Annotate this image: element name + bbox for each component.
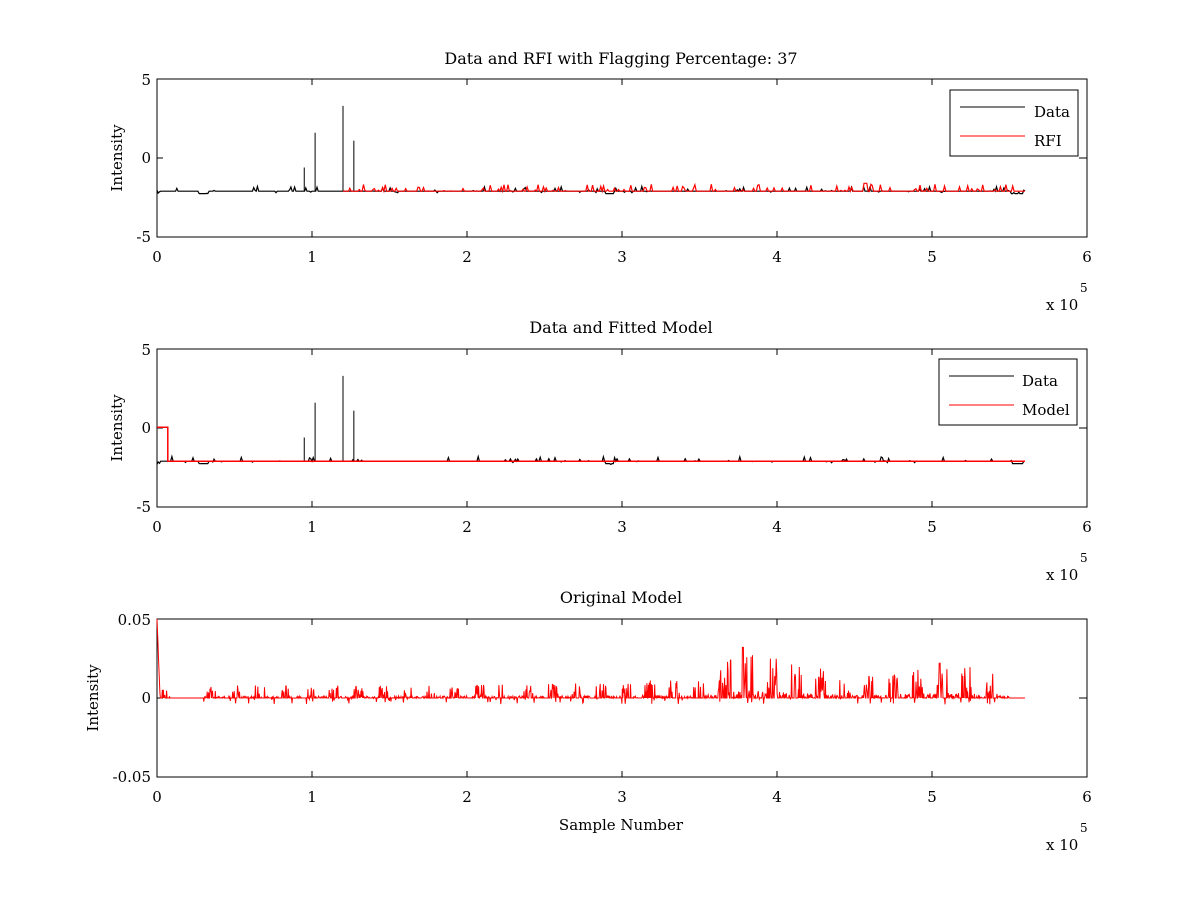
subplot-3-xtick-label: 0 <box>152 788 162 806</box>
subplot-1-x-multiplier-exponent: 5 <box>1080 281 1088 295</box>
subplot-2-x-multiplier: x 10 <box>1046 566 1078 584</box>
subplot-3-title: Original Model <box>560 588 682 607</box>
subplot-1-xtick-label: 4 <box>772 248 782 266</box>
subplot-2-legend: Data Model <box>938 358 1078 426</box>
subplot-3-ytick-label: -0.05 <box>113 768 151 786</box>
subplot-1-ytick-label: 5 <box>141 71 151 89</box>
subplot-1-plot-area <box>156 78 1088 238</box>
subplot-3-xtick-label: 3 <box>617 788 627 806</box>
subplot-3: Original Model Intensity 0 1 2 3 4 5 6 -… <box>84 588 1092 854</box>
legend-label-rfi: RFI <box>1034 132 1062 150</box>
subplot-2-xtick-label: 2 <box>462 518 472 536</box>
subplot-2-xtick-label: 1 <box>307 518 317 536</box>
subplot-1-axes-box <box>156 78 1088 238</box>
subplot-2-ylabel: Intensity <box>108 394 126 462</box>
subplot-3-x-multiplier-exponent: 5 <box>1080 821 1088 835</box>
subplot-3-xtick-label: 2 <box>462 788 472 806</box>
subplot-3-xtick-label: 6 <box>1082 788 1092 806</box>
series-line-rfi <box>343 182 1025 194</box>
subplot-3-ylabel: Intensity <box>84 664 102 732</box>
subplot-2-plot-area <box>156 348 1088 508</box>
subplot-2-ytick-label: 5 <box>141 341 151 359</box>
subplot-1-xtick-label: 6 <box>1082 248 1092 266</box>
subplot-1-ylabel: Intensity <box>108 124 126 192</box>
subplot-2-ytick-label: 0 <box>141 419 151 437</box>
subplot-2-legend-box <box>938 358 1078 426</box>
subplot-1-xtick-label: 1 <box>307 248 317 266</box>
legend-label-data: Data <box>1034 103 1070 121</box>
subplot-2-axes-box <box>156 348 1088 508</box>
subplot-3-ytick-label: 0.05 <box>118 611 151 629</box>
subplot-2-xtick-label: 6 <box>1082 518 1092 536</box>
subplot-1-xtick-label: 2 <box>462 248 472 266</box>
subplot-1-legend: Data RFI <box>949 89 1079 157</box>
subplot-1-ytick-label: 0 <box>141 149 151 167</box>
subplot-2: Data and Fitted Model Intensity 0 1 2 3 … <box>108 318 1092 584</box>
subplot-2-title: Data and Fitted Model <box>529 318 712 337</box>
series-line-model <box>157 426 1025 462</box>
subplot-3-ytick-label: 0 <box>141 689 151 707</box>
subplot-1-title: Data and RFI with Flagging Percentage: 3… <box>444 49 797 68</box>
subplot-1: Data and RFI with Flagging Percentage: 3… <box>108 49 1092 314</box>
subplot-2-xtick-label: 5 <box>927 518 937 536</box>
subplot-3-x-multiplier: x 10 <box>1046 836 1078 854</box>
subplot-1-ytick-label: -5 <box>136 228 151 246</box>
subplot-3-plot-area <box>156 618 1088 778</box>
legend-label-model: Model <box>1022 401 1070 419</box>
legend-label-data: Data <box>1022 372 1058 390</box>
subplot-3-xlabel: Sample Number <box>559 816 684 834</box>
series-line-original-model <box>156 618 1025 705</box>
subplot-3-xtick-label: 4 <box>772 788 782 806</box>
subplot-1-x-multiplier: x 10 <box>1046 296 1078 314</box>
subplot-2-xtick-label: 0 <box>152 518 162 536</box>
subplot-3-xtick-label: 1 <box>307 788 317 806</box>
subplot-3-xtick-label: 5 <box>927 788 937 806</box>
subplot-2-x-multiplier-exponent: 5 <box>1080 551 1088 565</box>
subplot-2-xtick-label: 4 <box>772 518 782 536</box>
subplot-1-xtick-label: 5 <box>927 248 937 266</box>
subplot-2-xtick-label: 3 <box>617 518 627 536</box>
subplot-1-xtick-label: 0 <box>152 248 162 266</box>
subplot-2-ytick-label: -5 <box>136 498 151 516</box>
subplot-1-xtick-label: 3 <box>617 248 627 266</box>
subplot-1-legend-box <box>949 89 1079 157</box>
